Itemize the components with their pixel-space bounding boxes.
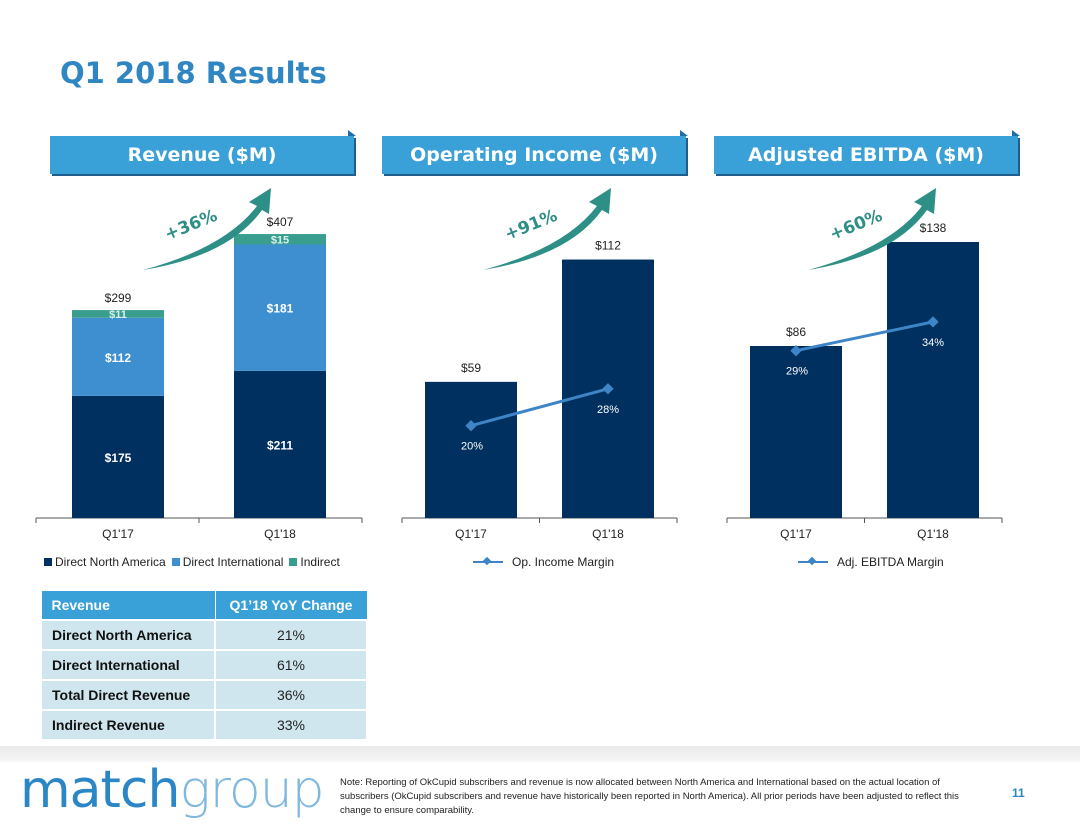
table-row: Indirect Revenue 33% — [40, 709, 368, 741]
x-tick-label: Q1'17 — [455, 527, 487, 541]
growth-arrow-shape — [483, 188, 611, 270]
bar — [750, 346, 842, 518]
bar-data-label: $15 — [271, 234, 289, 246]
margin-label: 20% — [461, 441, 483, 453]
revenue-chart-banner: Revenue ($M) — [50, 130, 356, 174]
bar-segment — [234, 234, 326, 245]
bar — [887, 242, 979, 518]
table-row: Direct North America 21% — [40, 619, 368, 651]
bar-segment — [72, 395, 164, 518]
page-number: 11 — [1012, 786, 1025, 800]
logo-match: match — [20, 760, 180, 820]
margin-line — [795, 320, 934, 353]
table-header-yoy-change: Q1’18 YoY Change — [214, 590, 368, 621]
table-header-row: Revenue Q1’18 YoY Change — [40, 590, 368, 621]
growth-label: +91% — [502, 206, 560, 245]
row-label: Indirect Revenue — [40, 709, 216, 741]
legend-label: Direct International — [182, 555, 284, 569]
row-label: Direct North America — [40, 619, 216, 651]
bar-segment — [72, 310, 164, 318]
bar — [425, 381, 517, 518]
bar-data-label: $11 — [109, 309, 127, 321]
bar-total-label: $299 — [105, 291, 132, 305]
x-tick-label: Q1'18 — [264, 527, 296, 541]
x-tick-label: Q1'18 — [592, 527, 624, 541]
ebitda-chart-banner: Adjusted EBITDA ($M) — [714, 130, 1020, 174]
footnote: Note: Reporting of OkCupid subscribers a… — [340, 777, 959, 816]
row-label: Direct International — [40, 649, 216, 681]
legend-label: Op. Income Margin — [512, 555, 615, 569]
matchgroup-logo: matchgroup — [20, 764, 325, 816]
row-value: 33% — [214, 709, 368, 741]
bar-total-label: $407 — [267, 215, 294, 229]
revenue-chart: Q1'17 Q1'18 $175 $112 $11 $299 $211 $181 $15 $407… — [35, 188, 363, 541]
x-tick-label: Q1'17 — [780, 527, 812, 541]
op-income-legend: Op. Income Margin — [473, 555, 614, 569]
margin-label: 28% — [597, 404, 619, 416]
revenue-legend: Direct North America Direct Internationa… — [44, 555, 340, 569]
legend-item-direct-north-america: Direct North America — [44, 555, 166, 569]
bar-data-label: $211 — [267, 438, 293, 452]
growth-label: +60% — [827, 206, 885, 245]
row-label: Total Direct Revenue — [40, 679, 216, 711]
line-marker-icon — [473, 561, 503, 563]
growth-label: +36% — [162, 206, 220, 245]
bar-data-label: $175 — [105, 451, 132, 465]
table-row: Total Direct Revenue 36% — [40, 679, 368, 711]
bar-segment — [72, 317, 164, 396]
growth-arrow-shape — [808, 188, 936, 270]
bar-value-label: $86 — [786, 325, 806, 339]
op-income-chart-title: Operating Income ($M) — [410, 144, 658, 166]
growth-arrow-shape — [143, 188, 271, 270]
legend-swatch-blue — [171, 558, 180, 566]
bar-segment — [234, 244, 326, 371]
logo-group: group — [179, 760, 324, 820]
line-marker-icon — [798, 561, 828, 563]
margin-line — [470, 387, 609, 428]
revenue-yoy-table: Revenue Q1’18 YoY Change Direct North Am… — [40, 590, 368, 741]
margin-point — [790, 345, 802, 357]
bar-value-label: $112 — [595, 239, 621, 253]
ebitda-chart: Q1'17 Q1'18 $86 $138 29% 34% +60% — [726, 188, 1003, 541]
table-row: Direct International 61% — [40, 649, 368, 681]
margin-point — [602, 383, 614, 395]
op-income-chart: Q1'17 Q1'18 $59 $112 20% 28% +91% — [401, 188, 678, 541]
growth-arrow-icon — [143, 188, 271, 270]
x-tick-label: Q1'18 — [917, 527, 949, 541]
row-value: 21% — [214, 619, 368, 651]
growth-arrow-icon — [808, 188, 936, 270]
margin-label: 29% — [786, 366, 808, 378]
margin-point — [927, 316, 939, 328]
bar-data-label: $112 — [105, 351, 131, 365]
op-income-chart-banner: Operating Income ($M) — [382, 130, 688, 174]
row-value: 61% — [214, 649, 368, 681]
ebitda-chart-title: Adjusted EBITDA ($M) — [748, 144, 984, 166]
bar-segment — [234, 370, 326, 518]
legend-label: Adj. EBITDA Margin — [837, 555, 944, 569]
table-header-revenue: Revenue — [40, 590, 216, 621]
legend-swatch-teal — [289, 558, 298, 566]
legend-label: Direct North America — [55, 555, 166, 569]
footer-divider — [0, 746, 1080, 762]
legend-swatch-navy — [44, 558, 52, 566]
ebitda-legend: Adj. EBITDA Margin — [798, 555, 944, 569]
legend-label: Indirect — [300, 555, 340, 569]
page-title: Q1 2018 Results — [60, 56, 327, 90]
legend-item-direct-international: Direct International — [171, 555, 284, 569]
row-value: 36% — [214, 679, 368, 711]
bar-value-label: $59 — [461, 361, 481, 375]
revenue-chart-title: Revenue ($M) — [127, 144, 277, 166]
margin-label: 34% — [922, 337, 944, 349]
x-tick-label: Q1'17 — [102, 527, 134, 541]
bar-data-label: $181 — [267, 302, 294, 316]
margin-point — [465, 420, 477, 432]
legend-item-indirect: Indirect — [289, 555, 340, 569]
bar-value-label: $138 — [920, 221, 947, 235]
growth-arrow-icon — [483, 188, 611, 270]
